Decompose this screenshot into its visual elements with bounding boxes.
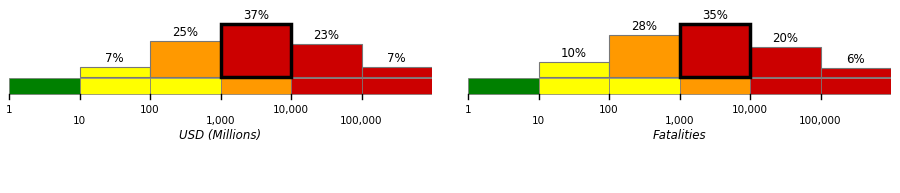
Text: 20%: 20% (772, 32, 798, 45)
Bar (291, 44, 362, 77)
Bar (680, 25, 750, 77)
Bar (79, 78, 150, 94)
Text: 7%: 7% (387, 52, 406, 65)
Bar (220, 78, 291, 94)
Text: 100: 100 (599, 105, 619, 115)
Text: USD (Millions): USD (Millions) (179, 129, 262, 142)
Bar (9, 78, 79, 94)
Text: 100,000: 100,000 (340, 116, 382, 126)
Text: 25%: 25% (172, 26, 198, 39)
Bar (538, 78, 609, 94)
Bar (468, 78, 538, 94)
Text: 23%: 23% (313, 29, 339, 42)
Bar (609, 78, 680, 94)
Text: 10: 10 (532, 116, 545, 126)
Bar (821, 78, 891, 94)
Text: 7%: 7% (105, 52, 124, 65)
Text: 10,000: 10,000 (273, 105, 309, 115)
Text: 10: 10 (73, 116, 86, 126)
Bar (362, 78, 432, 94)
Text: 37%: 37% (243, 9, 269, 22)
Bar (150, 78, 220, 94)
Text: 28%: 28% (631, 20, 657, 33)
Text: Fatalities: Fatalities (652, 129, 706, 142)
Text: 100,000: 100,000 (799, 116, 842, 126)
Text: 10,000: 10,000 (732, 105, 768, 115)
Bar (150, 41, 220, 77)
Bar (79, 67, 150, 77)
Text: 1,000: 1,000 (665, 116, 694, 126)
Bar (362, 67, 432, 77)
Text: 1,000: 1,000 (206, 116, 235, 126)
Bar (538, 62, 609, 77)
Bar (821, 68, 891, 77)
Bar (680, 78, 750, 94)
Bar (750, 78, 821, 94)
Bar (220, 25, 291, 77)
Bar (291, 78, 362, 94)
Text: 35%: 35% (702, 9, 728, 22)
Text: 1: 1 (5, 105, 13, 115)
Text: 100: 100 (140, 105, 160, 115)
Text: 1: 1 (464, 105, 472, 115)
Text: 6%: 6% (846, 52, 865, 66)
Bar (750, 47, 821, 77)
Text: 10%: 10% (561, 47, 587, 60)
Bar (609, 35, 680, 77)
